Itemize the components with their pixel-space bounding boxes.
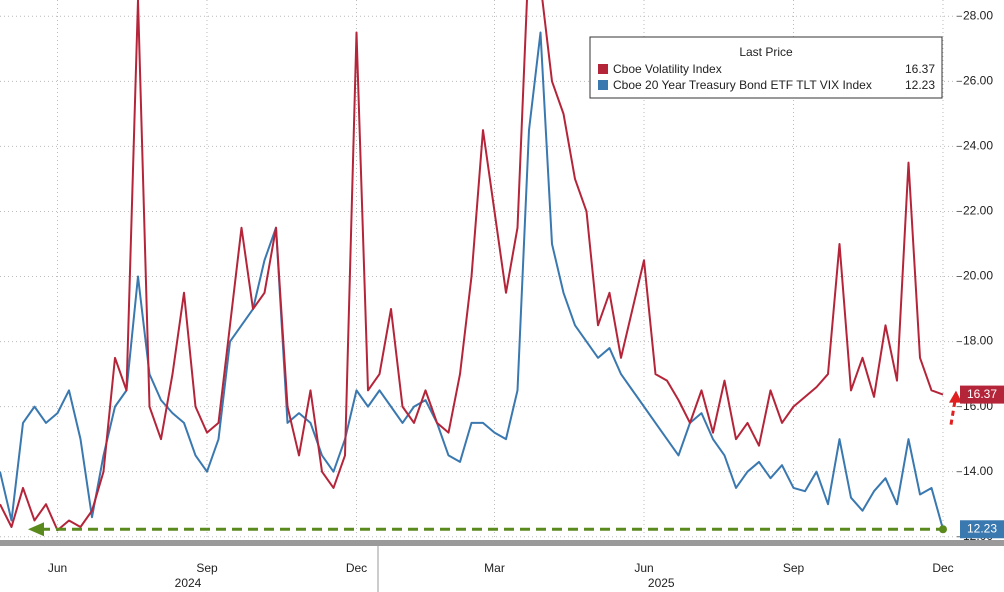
last-value-tag (960, 520, 1004, 539)
x-tick-label: Sep (196, 561, 218, 575)
y-tick-label: 22.00 (963, 204, 993, 218)
legend-swatch (598, 64, 608, 74)
legend-label: Cboe 20 Year Treasury Bond ETF TLT VIX I… (613, 78, 872, 92)
last-value-label: 16.37 (967, 387, 997, 401)
y-tick-label: 26.00 (963, 73, 993, 87)
x-tick-label: Mar (484, 561, 505, 575)
legend-title: Last Price (739, 45, 793, 59)
x-tick-label: Dec (346, 561, 367, 575)
legend: Last Price Cboe Volatility Index 16.37 C… (589, 36, 943, 99)
y-tick-label: 14.00 (963, 464, 993, 478)
y-tick-label: 24.00 (963, 139, 993, 153)
red-arrowhead (949, 390, 962, 403)
legend-box (589, 36, 943, 99)
series-line (0, 0, 944, 532)
legend-swatch (598, 80, 608, 90)
legend-value: 16.37 (905, 62, 935, 76)
x-tick-label: Jun (48, 561, 67, 575)
y-tick-label: 20.00 (963, 269, 993, 283)
y-tick-label: 18.00 (963, 334, 993, 348)
x-tick-label: Sep (783, 561, 805, 575)
last-value-label: 12.23 (967, 521, 997, 535)
x-tick-label: Dec (932, 561, 953, 575)
legend-label: Cboe Volatility Index (613, 62, 722, 76)
plot-area (0, 0, 944, 532)
x-axis-band (0, 540, 1004, 546)
legend-value: 12.23 (905, 78, 935, 92)
y-tick-label: 28.00 (963, 8, 993, 22)
x-tick-label: Jun (634, 561, 653, 575)
annotations (28, 390, 962, 537)
year-label: 2025 (648, 576, 675, 590)
series-line (0, 31, 944, 530)
trend-dot (939, 525, 947, 534)
red-arrow (949, 400, 957, 425)
trend-arrowhead (28, 522, 44, 537)
last-value-tag (960, 385, 1004, 404)
year-label: 2024 (175, 576, 202, 590)
